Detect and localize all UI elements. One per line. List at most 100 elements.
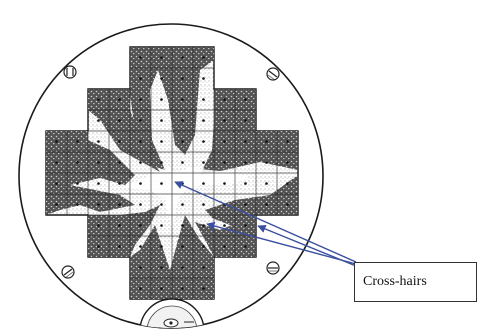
test-point-dot <box>160 287 163 290</box>
test-point-dot <box>202 77 205 80</box>
test-point-dot <box>55 161 58 164</box>
test-point-dot <box>244 140 247 143</box>
test-point-dot <box>160 77 163 80</box>
test-point-dot <box>76 161 79 164</box>
test-point-dot <box>139 203 142 206</box>
test-point-dot <box>97 224 100 227</box>
test-point-dot <box>223 140 226 143</box>
callout-arrow <box>174 181 357 263</box>
test-point-dot <box>181 56 184 59</box>
test-point-dot <box>160 140 163 143</box>
cross-hairs-callout: Cross-hairs <box>354 262 477 302</box>
test-point-dot <box>97 245 100 248</box>
test-point-dot <box>223 182 226 185</box>
test-point-dot <box>223 119 226 122</box>
test-point-dot <box>139 77 142 80</box>
test-point-dot <box>286 203 289 206</box>
test-point-dot <box>223 98 226 101</box>
test-point-dot <box>244 161 247 164</box>
test-point-dot <box>202 224 205 227</box>
test-point-dot <box>118 119 121 122</box>
test-point-dot <box>202 245 205 248</box>
test-point-dot <box>181 161 184 164</box>
test-point-dot <box>181 140 184 143</box>
test-point-dot <box>139 182 142 185</box>
test-point-dot <box>223 245 226 248</box>
test-point-dot <box>118 182 121 185</box>
test-point-dot <box>160 203 163 206</box>
test-point-dot <box>244 119 247 122</box>
test-point-dot <box>202 56 205 59</box>
test-point-dot <box>97 119 100 122</box>
test-point-dot <box>265 161 268 164</box>
test-point-dot <box>181 245 184 248</box>
test-point-dot <box>160 98 163 101</box>
test-point-dots <box>55 56 289 290</box>
test-point-dot <box>286 140 289 143</box>
test-point-dot <box>118 161 121 164</box>
test-point-dot <box>160 56 163 59</box>
cross-grid <box>45 46 299 300</box>
test-point-dot <box>244 245 247 248</box>
test-point-dot <box>202 266 205 269</box>
callout-arrow <box>206 221 357 265</box>
test-point-dot <box>265 140 268 143</box>
test-point-dot <box>55 182 58 185</box>
test-point-dot <box>97 182 100 185</box>
test-point-dot <box>76 203 79 206</box>
test-point-dot <box>139 161 142 164</box>
callout-arrow <box>257 224 357 267</box>
screw-head-icon <box>266 261 280 275</box>
fixation-target-icon <box>139 298 205 328</box>
test-point-dot <box>139 287 142 290</box>
test-point-dot <box>265 203 268 206</box>
test-point-dot <box>118 140 121 143</box>
test-point-dot <box>139 245 142 248</box>
test-point-dot <box>97 161 100 164</box>
test-point-dot <box>97 203 100 206</box>
test-point-dot <box>55 140 58 143</box>
test-point-dot <box>202 119 205 122</box>
test-point-dot <box>181 119 184 122</box>
test-point-dot <box>286 161 289 164</box>
screw-head-icon <box>266 67 280 81</box>
test-point-dot <box>76 140 79 143</box>
test-point-dot <box>244 98 247 101</box>
test-point-dot <box>118 98 121 101</box>
test-point-dot <box>202 161 205 164</box>
test-point-dot <box>160 266 163 269</box>
test-point-dot <box>139 266 142 269</box>
test-point-dot <box>202 287 205 290</box>
test-point-dot <box>139 140 142 143</box>
test-point-dot <box>202 140 205 143</box>
test-point-dot <box>139 119 142 122</box>
test-point-dot <box>139 56 142 59</box>
test-point-dot <box>223 224 226 227</box>
test-point-dot <box>118 203 121 206</box>
test-point-dot <box>202 182 205 185</box>
test-point-dot <box>160 119 163 122</box>
test-point-dot <box>160 182 163 185</box>
test-point-dot <box>181 77 184 80</box>
test-point-dot <box>181 98 184 101</box>
test-point-dot <box>223 161 226 164</box>
test-point-dot <box>202 203 205 206</box>
test-point-dot <box>181 287 184 290</box>
test-point-dot <box>286 182 289 185</box>
test-point-dot <box>181 224 184 227</box>
test-point-dot <box>118 245 121 248</box>
test-point-dot <box>202 98 205 101</box>
test-point-dot <box>139 224 142 227</box>
test-point-dot <box>244 182 247 185</box>
test-point-dot <box>76 182 79 185</box>
test-point-dot <box>265 182 268 185</box>
cross-hairs-label: Cross-hairs <box>363 274 427 289</box>
screw-head-icon <box>61 265 75 279</box>
test-point-dot <box>160 224 163 227</box>
test-point-dot <box>97 98 100 101</box>
test-point-dot <box>244 203 247 206</box>
test-point-dot <box>118 224 121 227</box>
test-point-dot <box>139 98 142 101</box>
test-point-dot <box>181 266 184 269</box>
